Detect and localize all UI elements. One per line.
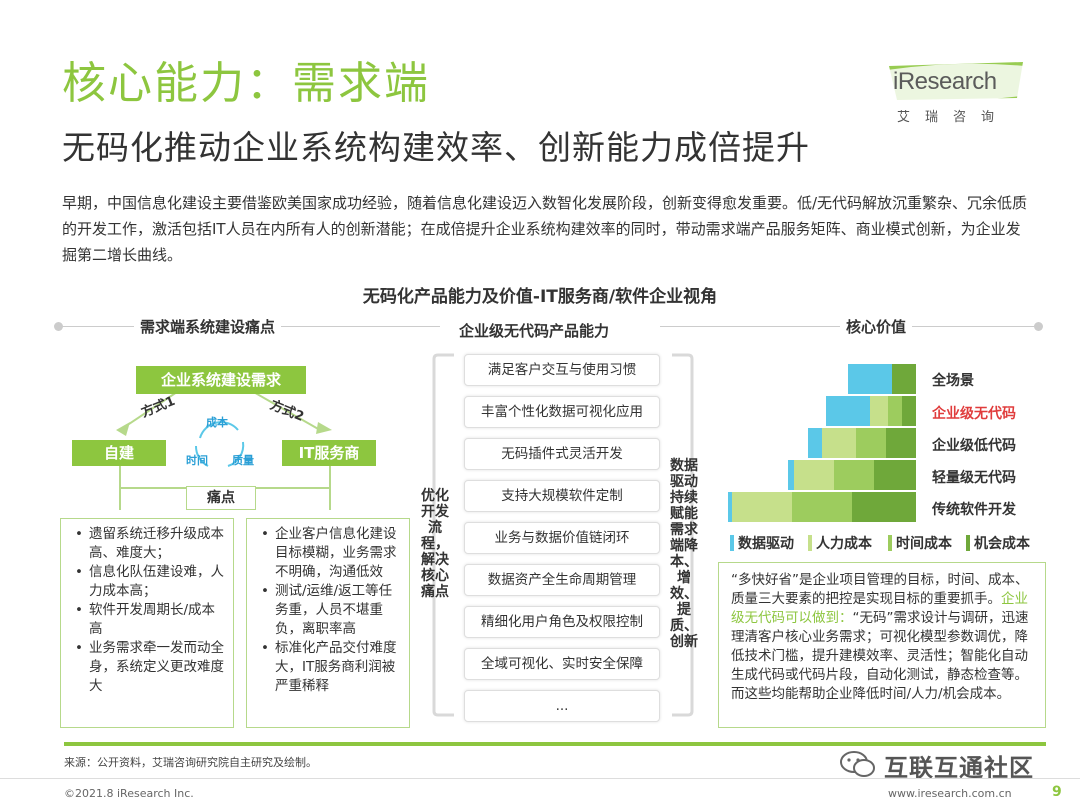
legend-label: 机会成本 (974, 536, 1030, 552)
footer-divider (0, 778, 1080, 779)
capability-item: 丰富个性化数据可视化应用 (464, 396, 660, 428)
pain-box-self-build: 遗留系统迁移升级成本高、难度大； 信息化队伍建设难，人力成本高； 软件开发周期长… (60, 518, 234, 728)
intro-paragraph: 早期，中国信息化建设主要借鉴欧美国家成功经验，随着信息化建设迈入数智化发展阶段，… (62, 194, 1028, 264)
triangle-cost: 成本 (206, 416, 228, 429)
page-title: 核心能力：需求端 (62, 58, 430, 109)
capability-item: 支持大规模软件定制 (464, 480, 660, 512)
capability-item: 满足客户交互与使用习惯 (464, 354, 660, 386)
capability-item: 精细化用户角色及权限控制 (464, 606, 660, 638)
bar-label-light-nocode: 轻量级无代码 (932, 470, 1016, 486)
legend-swatch (888, 535, 892, 551)
bar-enterprise-nocode (826, 396, 916, 426)
bar-label-enterprise-nocode: 企业级无代码 (932, 406, 1016, 422)
logo-swoosh-icon (887, 62, 1025, 102)
capability-item: 无码插件式灵活开发 (464, 438, 660, 470)
capability-item: 业务与数据价值链闭环 (464, 522, 660, 554)
legend-chance-cost: 机会成本 (966, 533, 1030, 553)
legend-swatch (808, 535, 812, 551)
divider-dot (54, 322, 63, 331)
logo-brand: iResearch (893, 68, 997, 95)
value-text-highlight: 企业级无代码可以做到： (731, 591, 1028, 626)
legend-time-cost: 时间成本 (888, 533, 952, 553)
watermark: 互联互通社区 (838, 748, 1048, 782)
list-item: 信息化队伍建设难，人力成本高； (75, 563, 225, 601)
list-item: 遗留系统迁移升级成本高、难度大； (75, 525, 225, 563)
list-item: 标准化产品交付难度大，IT服务商利润被严重稀释 (261, 639, 401, 696)
legend-swatch (730, 535, 734, 551)
legend-data-driven: 数据驱动 (730, 533, 794, 553)
bar-label-enterprise-lowcode: 企业级低代码 (932, 438, 1016, 454)
capability-item: 数据资产全生命周期管理 (464, 564, 660, 596)
bottom-accent-bar (64, 742, 1046, 746)
copyright: ©2021.8 iResearch Inc. (64, 787, 194, 800)
legend-labor-cost: 人力成本 (808, 533, 872, 553)
section-head-capability: 企业级无代码产品能力 (453, 320, 616, 341)
list-item: 业务需求牵一发而动全身，系统定义更改难度大 (75, 639, 225, 696)
source-note: 来源：公开资料，艾瑞咨询研究院自主研究及绘制。 (64, 756, 317, 769)
logo-cn: 艾瑞咨询 (897, 110, 1010, 125)
data-drive-text: 数据驱动持续赋能需求端降本、增效、提质、创新 (670, 458, 698, 650)
option-self-build: 自建 (72, 440, 166, 466)
bar-full-scene (848, 364, 916, 394)
section-head-pain: 需求端系统建设痛点 (134, 316, 282, 337)
value-text-body: “无码”需求设计与调研，迅速理清客户核心业务需求；可视化模型参数调优，降低技术门… (731, 610, 1029, 702)
pain-box-it-provider: 企业客户信息化建设目标模糊，业务需求不明确，沟通低效 测试/运维/返工等任务重，… (246, 518, 410, 728)
figure-title: 无码化产品能力及价值-IT服务商/软件企业视角 (362, 287, 718, 307)
page-subtitle: 无码化推动企业系统构建效率、创新能力成倍提升 (62, 128, 810, 167)
legend-label: 时间成本 (896, 536, 952, 552)
bar-light-nocode (788, 460, 916, 490)
legend-label: 数据驱动 (738, 536, 794, 552)
value-staircase (728, 364, 916, 522)
capability-item: 全域可视化、实时安全保障 (464, 648, 660, 680)
bar-label-full-scene: 全场景 (932, 373, 974, 389)
pain-tree-lines (116, 389, 332, 510)
pain-label: 痛点 (186, 486, 256, 510)
site-url: www.iresearch.com.cn (888, 787, 1012, 800)
triangle-time: 时间 (186, 454, 208, 467)
page-number: 9 (1052, 784, 1062, 800)
capability-item: ... (464, 690, 660, 722)
core-value-box: “多快好省”是企业项目管理的目标，时间、成本、质量三大要素的把控是实现目标的重要… (718, 562, 1046, 728)
option-it-provider: IT服务商 (282, 440, 376, 466)
section-head-value: 核心价值 (840, 316, 913, 337)
optimize-text: 优化开发流程，解决核心痛点 (421, 488, 449, 600)
wechat-icon (840, 751, 875, 777)
watermark-text: 互联互通社区 (884, 754, 1034, 782)
root-demand: 企业系统建设需求 (136, 366, 306, 394)
triangle-quality: 质量 (232, 454, 254, 467)
divider-dot (1034, 322, 1043, 331)
list-item: 企业客户信息化建设目标模糊，业务需求不明确，沟通低效 (261, 525, 401, 582)
list-item: 测试/运维/返工等任务重，人员不堪重负，离职率高 (261, 582, 401, 639)
bar-label-traditional: 传统软件开发 (932, 502, 1016, 518)
bar-traditional (728, 492, 916, 522)
legend-label: 人力成本 (816, 536, 872, 552)
bar-enterprise-lowcode (808, 428, 916, 458)
list-item: 软件开发周期长/成本高 (75, 601, 225, 639)
iresearch-logo: iResearch 艾瑞咨询 (885, 60, 1025, 125)
capability-frame (432, 353, 694, 717)
value-text-intro: “多快好省”是企业项目管理的目标，时间、成本、质量三大要素的把控是实现目标的重要… (731, 572, 1029, 607)
legend-swatch (966, 535, 970, 551)
